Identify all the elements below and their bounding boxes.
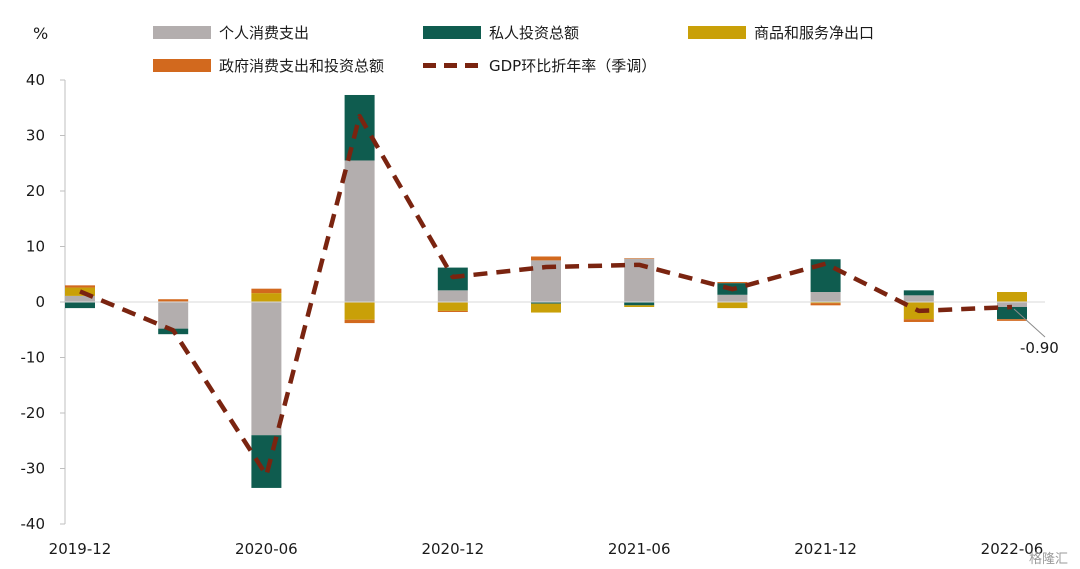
bar-segment — [251, 288, 282, 294]
x-tick-label: 2022-06 — [981, 540, 1044, 558]
bar-segment — [344, 302, 375, 320]
bar-segment — [810, 259, 841, 293]
legend-label: 政府消费支出和投资总额 — [219, 57, 385, 75]
bar-segment — [437, 310, 468, 312]
y-unit-label: % — [33, 24, 49, 43]
y-tick-label: -40 — [21, 515, 46, 533]
bar-segment — [65, 295, 95, 302]
legend-swatch — [423, 59, 481, 72]
legend-swatch — [153, 59, 211, 72]
bar-segment — [437, 290, 468, 302]
bar-segment — [158, 302, 189, 329]
x-tick-label: 2021-12 — [794, 540, 857, 558]
bar-segment — [997, 292, 1027, 302]
legend-item-investment: 私人投资总额 — [423, 22, 579, 43]
bar-segment — [997, 302, 1027, 307]
bar-segment — [717, 302, 748, 309]
legend-item-gdp: GDP环比折年率（季调） — [423, 55, 656, 76]
bar-segment — [810, 292, 841, 302]
annotation-leader — [1013, 308, 1046, 338]
bar-segment — [344, 160, 375, 302]
bar-segment — [624, 305, 655, 307]
y-tick-label: 40 — [26, 71, 45, 89]
bar-segment — [624, 258, 655, 259]
y-tick-label: 0 — [35, 293, 45, 311]
bar-segment — [344, 319, 375, 324]
y-tick-label: 10 — [26, 238, 45, 256]
bar-segment — [810, 303, 841, 306]
legend-swatch — [688, 26, 746, 39]
legend-item-net-exports: 商品和服务净出口 — [688, 22, 874, 43]
bar-segment — [251, 302, 282, 436]
y-tick-label: -10 — [21, 349, 46, 367]
watermark: 格隆汇 — [1028, 552, 1068, 567]
bar-segment — [903, 319, 934, 322]
bar-segment — [903, 295, 934, 302]
bar-segment — [717, 282, 748, 284]
bar-segment — [531, 256, 561, 261]
bar-segment — [997, 306, 1027, 320]
legend-label: 个人消费支出 — [219, 24, 310, 42]
bar-segment — [717, 294, 748, 302]
bar-segment — [158, 299, 189, 302]
bar-segment — [810, 302, 841, 304]
legend-label: GDP环比折年率（季调） — [489, 57, 657, 75]
bar-segment — [903, 290, 934, 296]
y-tick-label: -30 — [21, 460, 46, 478]
bar-segment — [531, 302, 561, 304]
y-tick-label: -20 — [21, 404, 46, 422]
legend-item-government: 政府消费支出和投资总额 — [153, 55, 384, 76]
bar-segment — [437, 302, 468, 311]
x-tick-label: 2020-06 — [235, 540, 298, 558]
bar-segment — [624, 302, 655, 306]
legend-item-consumption: 个人消费支出 — [153, 22, 309, 43]
bar-segment — [251, 293, 282, 302]
legend-swatch — [423, 26, 481, 39]
y-tick-label: 20 — [26, 182, 45, 200]
bar-segment — [65, 285, 95, 288]
x-tick-label: 2021-06 — [608, 540, 671, 558]
x-tick-label: 2020-12 — [421, 540, 484, 558]
legend-swatch — [153, 26, 211, 39]
bar-segment — [531, 303, 561, 313]
y-tick-label: 30 — [26, 127, 45, 145]
legend-label: 商品和服务净出口 — [754, 24, 875, 42]
annotation-label: -0.90 — [1020, 339, 1059, 357]
legend-label: 私人投资总额 — [489, 24, 580, 42]
x-tick-label: 2019-12 — [49, 540, 112, 558]
bar-segment — [65, 302, 95, 309]
bar-segment — [997, 319, 1027, 321]
